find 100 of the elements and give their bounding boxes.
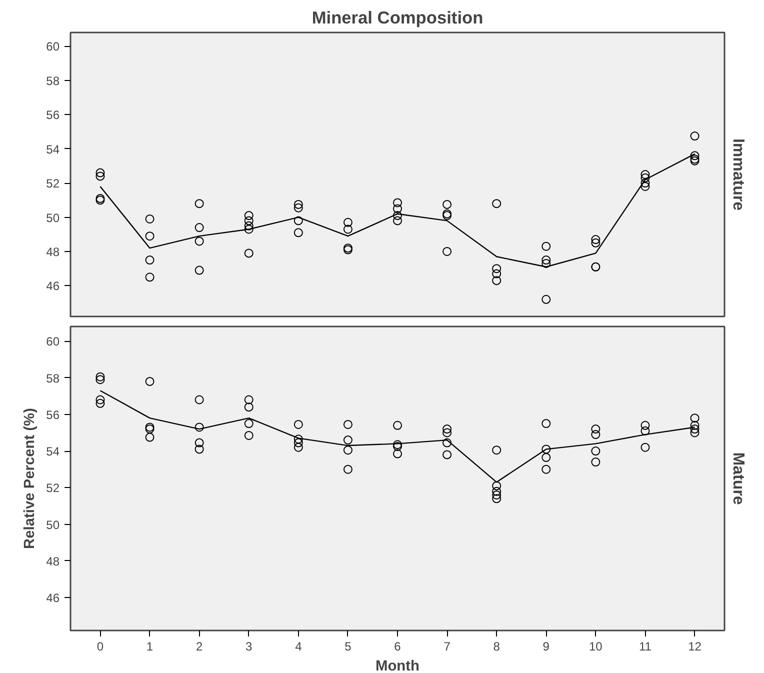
point [194,444,204,454]
point [640,170,650,179]
point [145,256,154,265]
point [542,444,551,454]
point [194,395,204,404]
x-tick-label: 2 [196,640,203,654]
point [145,432,154,442]
x-tick-label: 7 [444,640,451,654]
point [393,216,402,226]
point [343,464,352,474]
y-tick-label: 52 [46,481,60,496]
point [96,398,105,408]
point [640,420,650,430]
point [294,420,303,429]
point [542,258,551,268]
y-tick-label: 46 [46,279,60,294]
x-tick-label: 1 [146,640,154,654]
point [492,490,502,500]
point [492,494,502,504]
point [244,402,254,412]
point [690,420,700,430]
point [343,218,352,227]
point [591,458,600,467]
line-series [100,153,696,268]
point [591,430,600,440]
chart-title: Mineral Composition [312,8,484,28]
point [194,422,204,432]
point [194,438,204,448]
point [591,424,600,434]
point [542,464,551,474]
point [96,172,105,181]
point [492,276,502,286]
y-tick-label: 58 [46,371,60,386]
point [294,228,303,238]
y-tick-label: 60 [46,334,60,349]
point [591,235,600,244]
point [690,424,700,434]
point [194,223,204,232]
point [343,446,352,455]
point [244,224,254,234]
y-tick-label: 56 [46,408,60,422]
point [244,221,254,230]
point [492,269,502,278]
y-tick-label: 50 [46,518,60,532]
point [244,211,254,220]
point [294,200,303,209]
point [145,232,154,241]
point [393,449,402,458]
x-tick-label: 11 [639,640,652,654]
point [244,419,254,428]
y-tick-label: 46 [46,591,60,606]
point [542,294,551,304]
point [690,414,700,423]
point [343,436,352,445]
x-tick-label: 9 [542,640,550,654]
point [542,256,551,265]
text: Mature [730,452,746,505]
y-tick-label: 58 [46,74,60,88]
point [542,419,551,428]
point [492,486,502,496]
x-tick-label: 10 [589,640,603,654]
point [690,151,700,160]
point [640,178,650,188]
point [492,199,502,208]
x-tick-label: 3 [246,640,253,654]
point [442,428,452,438]
y-tick-label: 56 [46,108,60,122]
point [244,248,254,258]
point [591,446,600,456]
point [244,216,254,226]
point [96,196,105,205]
y-tick-label: 52 [46,176,60,191]
point [244,395,254,404]
point [442,438,452,448]
x-axis-title: Month [376,658,420,673]
point [640,442,650,452]
point [442,246,452,256]
point [442,450,452,460]
point [294,203,303,212]
point [145,214,154,224]
point [194,266,204,275]
point [542,452,551,462]
x-tick-label: 5 [344,640,352,654]
text: Immature [730,138,746,211]
point [294,442,303,452]
point [194,199,204,208]
point [393,211,402,220]
point [492,264,502,274]
point [96,194,105,203]
y-tick-label: 60 [46,40,60,54]
point [244,430,254,440]
x-tick-label: 6 [394,640,402,654]
x-tick-label: 8 [493,640,500,654]
point [442,424,452,434]
y-tick-label: 48 [46,244,60,259]
point [393,198,402,208]
point [96,375,105,384]
point [96,168,105,178]
y-tick-label: 50 [46,210,60,225]
point [640,426,650,436]
